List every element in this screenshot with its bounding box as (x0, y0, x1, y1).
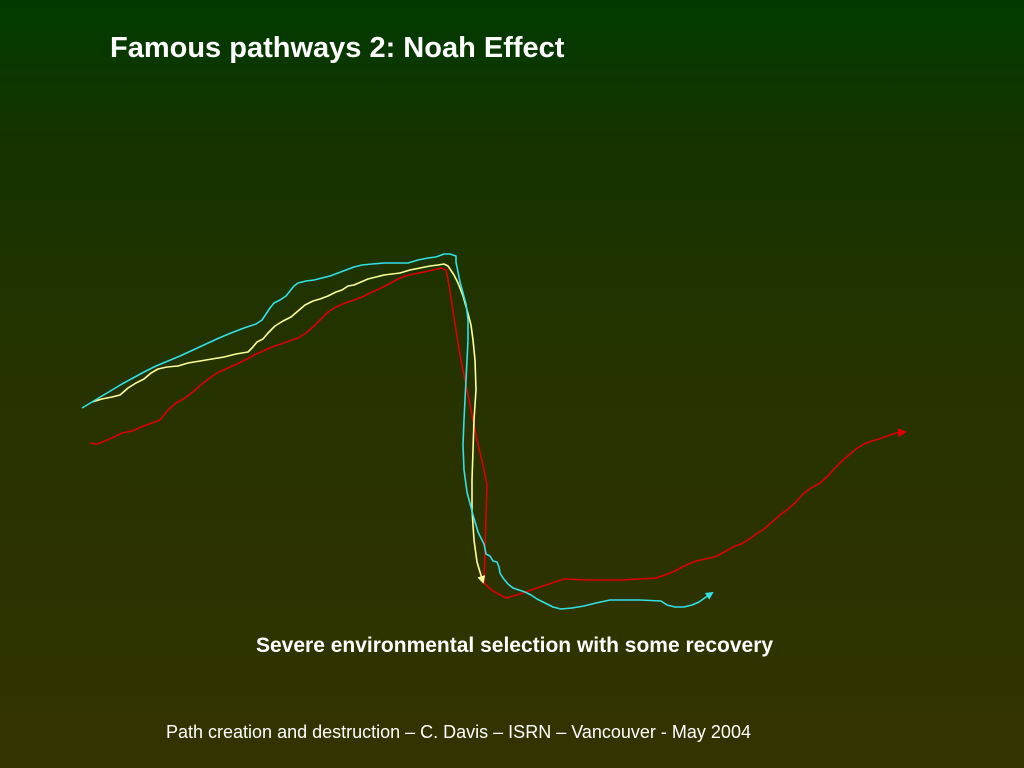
slide-title: Famous pathways 2: Noah Effect (110, 32, 565, 64)
slide-caption: Severe environmental selection with some… (256, 634, 774, 657)
slide-footer: Path creation and destruction – C. Davis… (166, 722, 751, 742)
cyan-pathway (81, 253, 714, 610)
yellow-pathway (91, 263, 486, 584)
red-pathway (89, 267, 907, 599)
